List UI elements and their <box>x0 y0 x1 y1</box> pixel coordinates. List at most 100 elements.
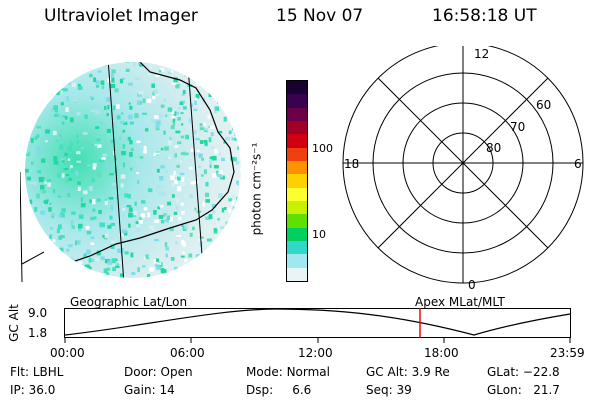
image-speckle <box>210 75 215 80</box>
image-speckle <box>217 172 222 178</box>
image-speckle <box>90 216 94 221</box>
status-gcalt: GC Alt: 3.9 Re <box>366 365 450 379</box>
image-speckle <box>77 83 81 87</box>
image-speckle <box>160 268 165 273</box>
image-speckle <box>123 231 128 236</box>
image-speckle <box>171 182 175 188</box>
image-speckle <box>114 278 117 282</box>
image-speckle <box>181 240 185 245</box>
image-speckle <box>192 226 195 231</box>
orbit-left-label: Geographic Lat/Lon <box>70 295 188 309</box>
image-speckle <box>104 105 107 110</box>
image-speckle <box>117 288 122 292</box>
image-speckle <box>51 62 56 65</box>
image-speckle <box>217 70 221 76</box>
image-speckle <box>228 198 233 202</box>
image-speckle <box>214 148 218 152</box>
image-speckle <box>203 248 208 251</box>
image-speckle <box>60 72 63 78</box>
image-speckle <box>200 71 204 75</box>
orbit-x-tick-0000: 00:00 <box>50 346 85 360</box>
image-speckle <box>188 118 192 123</box>
image-speckle <box>54 113 59 117</box>
image-speckle <box>37 170 42 174</box>
image-speckle <box>214 151 219 154</box>
image-speckle <box>201 157 204 161</box>
image-speckle <box>126 205 132 208</box>
image-speckle <box>71 290 75 292</box>
image-speckle <box>109 215 113 220</box>
image-speckle <box>156 265 162 270</box>
image-speckle <box>83 253 87 258</box>
colorbar-unit-label: photon cm⁻²s⁻¹ <box>249 142 264 236</box>
image-speckle <box>183 277 187 278</box>
image-speckle <box>230 156 235 161</box>
image-speckle <box>91 199 96 205</box>
image-speckle <box>34 225 39 228</box>
image-speckle <box>110 77 115 83</box>
image-speckle <box>104 200 108 205</box>
image-speckle <box>51 212 55 216</box>
image-speckle <box>180 255 185 258</box>
image-speckle <box>61 115 66 118</box>
image-speckle <box>110 240 116 243</box>
image-speckle <box>155 127 160 131</box>
image-speckle <box>143 206 148 211</box>
image-speckle <box>238 231 241 234</box>
image-speckle <box>119 233 125 237</box>
image-speckle <box>225 137 230 141</box>
image-speckle <box>202 62 205 65</box>
image-speckle <box>119 121 122 125</box>
image-speckle <box>25 126 30 131</box>
status-glon: GLon: 21.7 <box>487 383 560 397</box>
image-speckle <box>220 226 225 229</box>
image-speckle <box>199 123 203 127</box>
image-speckle <box>199 62 205 66</box>
image-speckle <box>180 112 184 115</box>
image-speckle <box>101 85 105 90</box>
image-speckle <box>30 138 34 143</box>
image-speckle <box>37 263 40 266</box>
image-speckle <box>178 216 182 221</box>
image-speckle <box>228 130 232 135</box>
mlt-label-12: 12 <box>474 47 489 61</box>
image-speckle <box>106 275 110 278</box>
image-speckle <box>58 136 61 139</box>
image-speckle <box>193 72 197 77</box>
image-speckle <box>105 163 110 168</box>
image-speckle <box>181 210 185 215</box>
image-speckle <box>227 242 231 246</box>
image-speckle <box>65 107 69 112</box>
image-speckle <box>217 64 220 70</box>
image-speckle <box>47 268 52 273</box>
image-speckle <box>117 248 122 253</box>
image-speckle <box>236 180 239 186</box>
image-speckle <box>213 80 218 84</box>
image-speckle <box>76 140 79 145</box>
image-speckle <box>103 268 108 273</box>
image-speckle <box>167 290 172 292</box>
image-speckle <box>154 152 160 155</box>
status-flt: Flt: LBHL <box>10 365 64 379</box>
image-speckle <box>26 62 31 64</box>
colorbar-swatch <box>287 94 307 108</box>
image-speckle <box>240 202 241 205</box>
image-speckle <box>165 217 169 223</box>
image-speckle <box>181 56 185 60</box>
image-speckle <box>185 134 189 140</box>
image-speckle <box>180 159 183 164</box>
image-speckle <box>62 275 67 278</box>
image-speckle <box>90 242 95 245</box>
image-speckle <box>31 249 37 254</box>
colorbar-swatch <box>287 267 307 281</box>
lat-label-80: 80 <box>486 141 501 155</box>
image-speckle <box>141 291 145 292</box>
image-speckle <box>204 130 208 133</box>
image-speckle <box>40 210 45 215</box>
image-speckle <box>28 239 31 242</box>
image-speckle <box>244 281 248 283</box>
image-speckle <box>44 62 50 68</box>
image-speckle <box>210 269 215 274</box>
image-speckle <box>134 113 139 119</box>
image-speckle <box>122 229 127 233</box>
